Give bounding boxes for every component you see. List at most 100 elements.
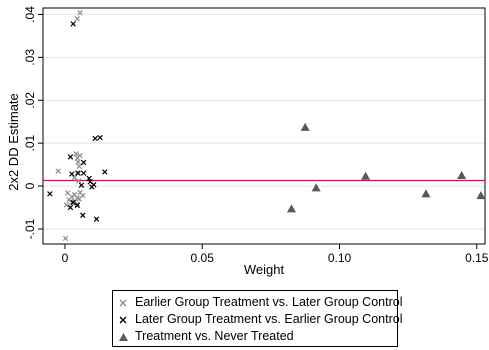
x-point-stroke	[92, 135, 98, 142]
x-point-stroke	[74, 155, 81, 161]
x-point-stroke	[97, 134, 103, 141]
x-point	[80, 192, 86, 199]
x-point	[89, 184, 95, 190]
y-tick-label: 0	[23, 182, 37, 189]
x-point	[80, 159, 87, 166]
plot-frame	[42, 7, 486, 245]
x-point-stroke	[74, 201, 81, 207]
triangle-marker-icon	[117, 327, 129, 344]
x-point-stroke	[102, 169, 108, 175]
x-tick-label: 0.05	[191, 251, 215, 265]
x-point-stroke	[75, 170, 81, 176]
x-point-stroke	[78, 182, 85, 188]
x-point-stroke	[87, 179, 93, 185]
x-point	[63, 202, 70, 208]
legend-label: Later Group Treatment vs. Earlier Group …	[135, 312, 403, 326]
x-point	[93, 216, 100, 222]
triangle-point	[457, 170, 467, 179]
x-tick-label: 0	[62, 251, 69, 265]
x-point	[92, 135, 98, 142]
x-point-stroke	[70, 199, 76, 206]
y-tick-label: .03	[23, 49, 37, 66]
triangle-point	[476, 191, 486, 200]
x-point-stroke	[74, 202, 81, 209]
x-point	[70, 21, 76, 27]
x-point-stroke	[77, 189, 83, 196]
x-point-stroke	[71, 174, 78, 181]
x-point	[80, 212, 86, 218]
x-tick-label: 0.10	[328, 251, 352, 265]
x-point-stroke	[75, 178, 82, 184]
x-point-stroke	[80, 212, 86, 218]
gray-x-marker-icon	[117, 293, 129, 310]
x-point	[64, 190, 71, 196]
triangle-point	[286, 204, 296, 213]
x-point-stroke	[69, 200, 75, 206]
x-point	[69, 171, 75, 177]
x-point-stroke	[64, 190, 71, 196]
x-point	[75, 159, 81, 165]
series-2	[47, 21, 108, 222]
x-point	[73, 151, 79, 157]
x-point	[75, 170, 81, 176]
x-point	[74, 16, 81, 22]
triangle-point	[300, 122, 310, 131]
axes: -.01 0 .01 .02 .03 .04 0 0.05 0.10 0.15	[23, 6, 489, 265]
triangle-point	[311, 183, 321, 192]
x-point-stroke	[62, 235, 69, 242]
data-points	[47, 9, 486, 242]
x-point	[78, 182, 85, 188]
legend-label: Earlier Group Treatment vs. Later Group …	[135, 295, 403, 309]
x-point-stroke	[55, 168, 61, 174]
x-point	[76, 163, 82, 170]
y-tick-label: .04	[23, 6, 37, 23]
series-3	[286, 122, 486, 213]
x-point-stroke	[77, 9, 83, 16]
x-point	[77, 9, 83, 16]
y-tick-label: .02	[23, 92, 37, 109]
x-point-stroke	[80, 192, 86, 199]
x-point	[55, 168, 61, 174]
x-point-stroke	[75, 159, 81, 165]
x-point-stroke	[63, 202, 70, 208]
y-tick-label: .01	[23, 134, 37, 151]
x-point	[80, 170, 87, 176]
legend-label: Treatment vs. Never Treated	[135, 329, 294, 343]
x-point-stroke	[74, 16, 81, 22]
x-point-stroke	[47, 191, 53, 197]
triangle-point	[421, 189, 431, 198]
x-point	[97, 134, 103, 141]
x-point-stroke	[73, 151, 79, 157]
x-point-stroke	[69, 171, 75, 177]
y-axis-label: 2x2 DD Estimate	[6, 93, 21, 191]
x-point-stroke	[70, 21, 76, 27]
x-point-stroke	[93, 216, 100, 222]
x-point	[70, 199, 76, 206]
x-point	[69, 200, 75, 206]
x-point-stroke	[76, 163, 82, 170]
legend-item-later-vs-earlier: Later Group Treatment vs. Earlier Group …	[117, 310, 402, 327]
x-point	[47, 191, 53, 197]
x-tick-label: 0.15	[465, 251, 489, 265]
x-axis-label: Weight	[244, 262, 285, 277]
x-point-stroke	[67, 204, 74, 211]
grid-lines	[43, 13, 485, 230]
x-point-stroke	[66, 197, 72, 203]
legend-item-treatment-vs-never: Treatment vs. Never Treated	[117, 327, 294, 344]
series-1	[55, 9, 86, 242]
legend-item-earlier-vs-later: Earlier Group Treatment vs. Later Group …	[117, 293, 402, 310]
x-point	[67, 154, 74, 160]
x-point	[102, 169, 108, 175]
x-point-stroke	[80, 159, 87, 166]
x-point-stroke	[71, 191, 78, 198]
x-point	[67, 204, 74, 211]
black-x-marker-icon	[117, 310, 129, 327]
x-point	[74, 202, 81, 209]
x-point-stroke	[80, 170, 87, 176]
x-point-stroke	[89, 184, 95, 190]
x-point	[75, 178, 82, 184]
y-tick-label: -.01	[23, 218, 37, 239]
triangle-point	[361, 171, 371, 180]
legend: Earlier Group Treatment vs. Later Group …	[112, 290, 402, 347]
